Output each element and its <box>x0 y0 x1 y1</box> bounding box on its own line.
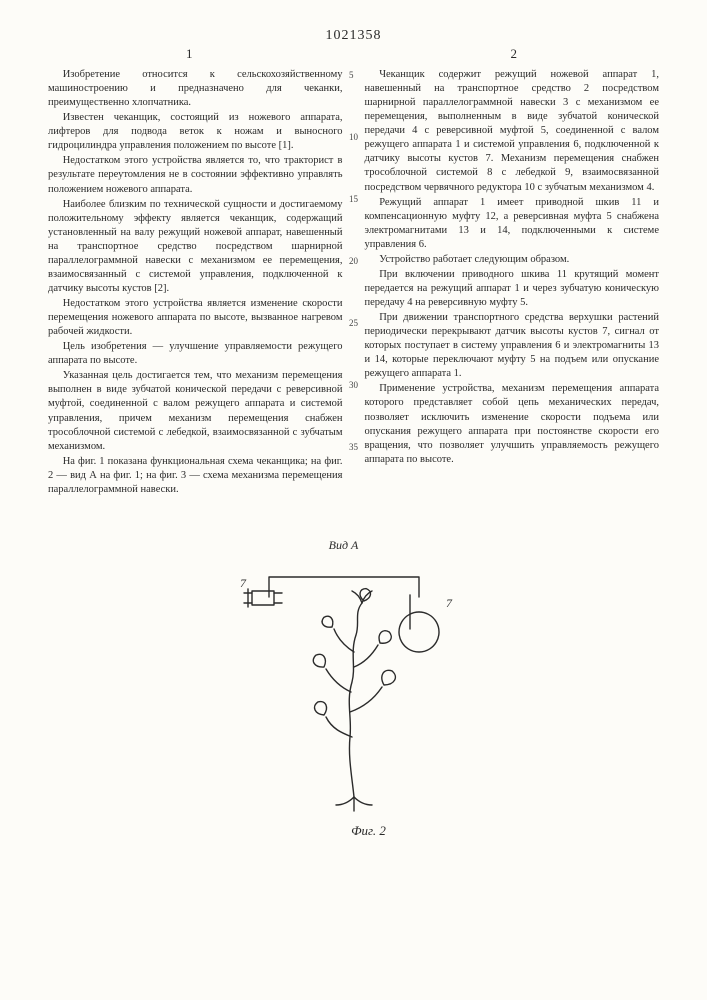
svg-text:7: 7 <box>446 596 453 610</box>
figure-caption: Фиг. 2 <box>351 823 386 839</box>
column-number-left: 1 <box>186 46 193 62</box>
paragraph: Цель изобретения — улучшение управляемос… <box>48 340 343 368</box>
line-marker: 5 <box>349 70 358 80</box>
line-marker: 30 <box>349 380 358 390</box>
figure-area: Вид А 77 Фиг. 2 <box>48 538 659 839</box>
paragraph: При движении транспортного средства верх… <box>365 311 660 381</box>
line-marker: 25 <box>349 318 358 328</box>
line-marker: 20 <box>349 256 358 266</box>
figure-diagram: 77 <box>214 557 494 817</box>
svg-text:7: 7 <box>240 576 247 590</box>
paragraph: Чеканщик содержит режущий ножевой аппара… <box>365 68 660 195</box>
paragraph: Применение устройства, механизм перемеще… <box>365 382 660 466</box>
paragraph: Устройство работает следующим образом. <box>365 253 660 267</box>
paragraph: Режущий аппарат 1 имеет приводной шкив 1… <box>365 196 660 252</box>
line-marker: 10 <box>349 132 358 142</box>
paragraph: Известен чеканщик, состоящий из ножевого… <box>48 111 343 153</box>
paragraph: На фиг. 1 показана функциональная схема … <box>48 455 343 497</box>
paragraph: Указанная цель достигается тем, что меха… <box>48 369 343 453</box>
paragraph: Недостатком этого устройства является то… <box>48 154 343 196</box>
paragraph: Изобретение относится к сельскохозяйстве… <box>48 68 343 110</box>
line-number-gutter: 5 10 15 20 25 30 35 <box>349 70 358 452</box>
figure-view-label: Вид А <box>329 538 359 553</box>
line-marker: 15 <box>349 194 358 204</box>
paragraph: Наиболее близким по технической сущности… <box>48 198 343 296</box>
column-right: Чеканщик содержит режущий ножевой аппара… <box>365 68 660 498</box>
line-marker: 35 <box>349 442 358 452</box>
column-left: Изобретение относится к сельскохозяйстве… <box>48 68 343 498</box>
document-number: 1021358 <box>48 28 659 44</box>
paragraph: Недостатком этого устройства является из… <box>48 297 343 339</box>
paragraph: При включении приводного шкива 11 крутящ… <box>365 268 660 310</box>
column-number-right: 2 <box>511 46 518 62</box>
